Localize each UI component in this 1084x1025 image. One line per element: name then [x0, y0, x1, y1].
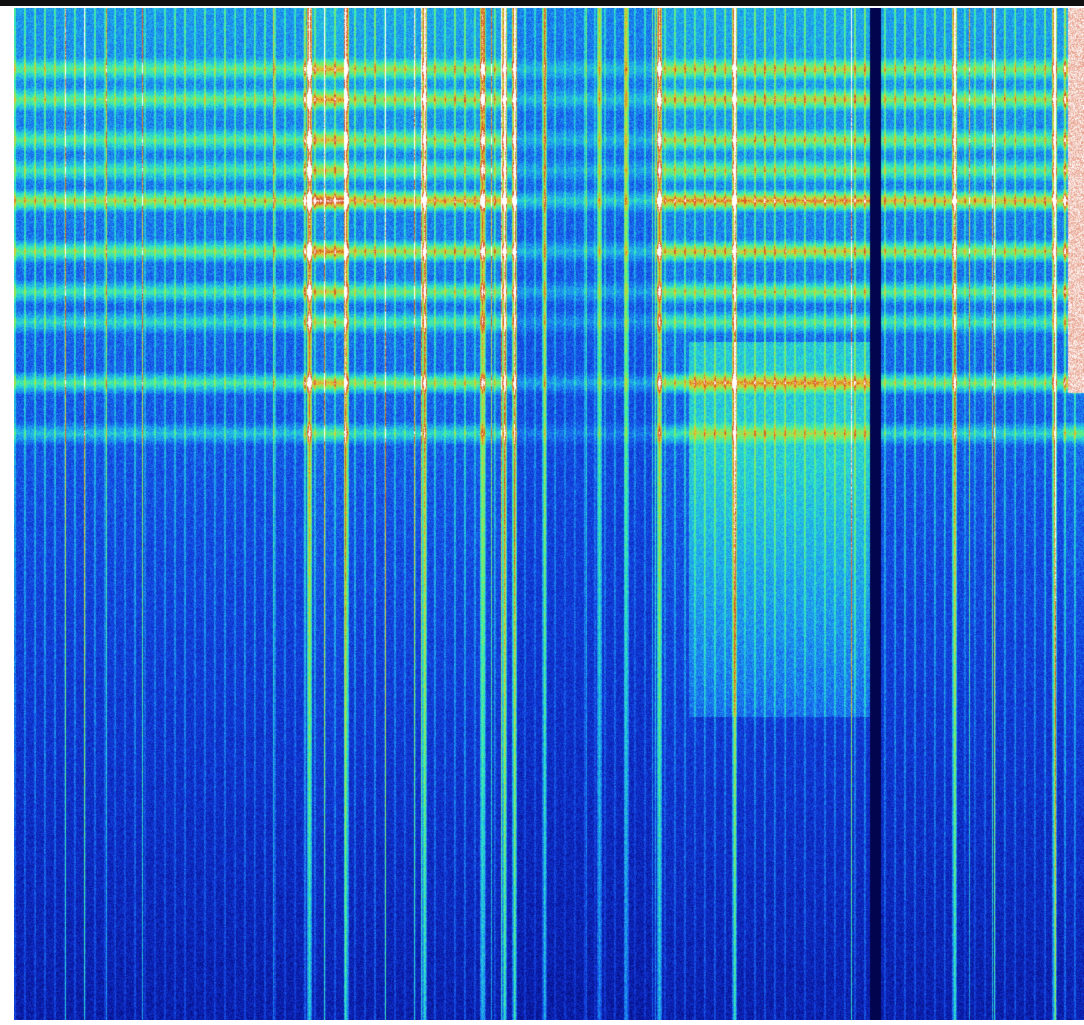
spectrogram-panel: [14, 8, 1084, 1020]
spectrogram-heatmap: [14, 8, 1084, 1020]
top-border: [0, 0, 1084, 6]
